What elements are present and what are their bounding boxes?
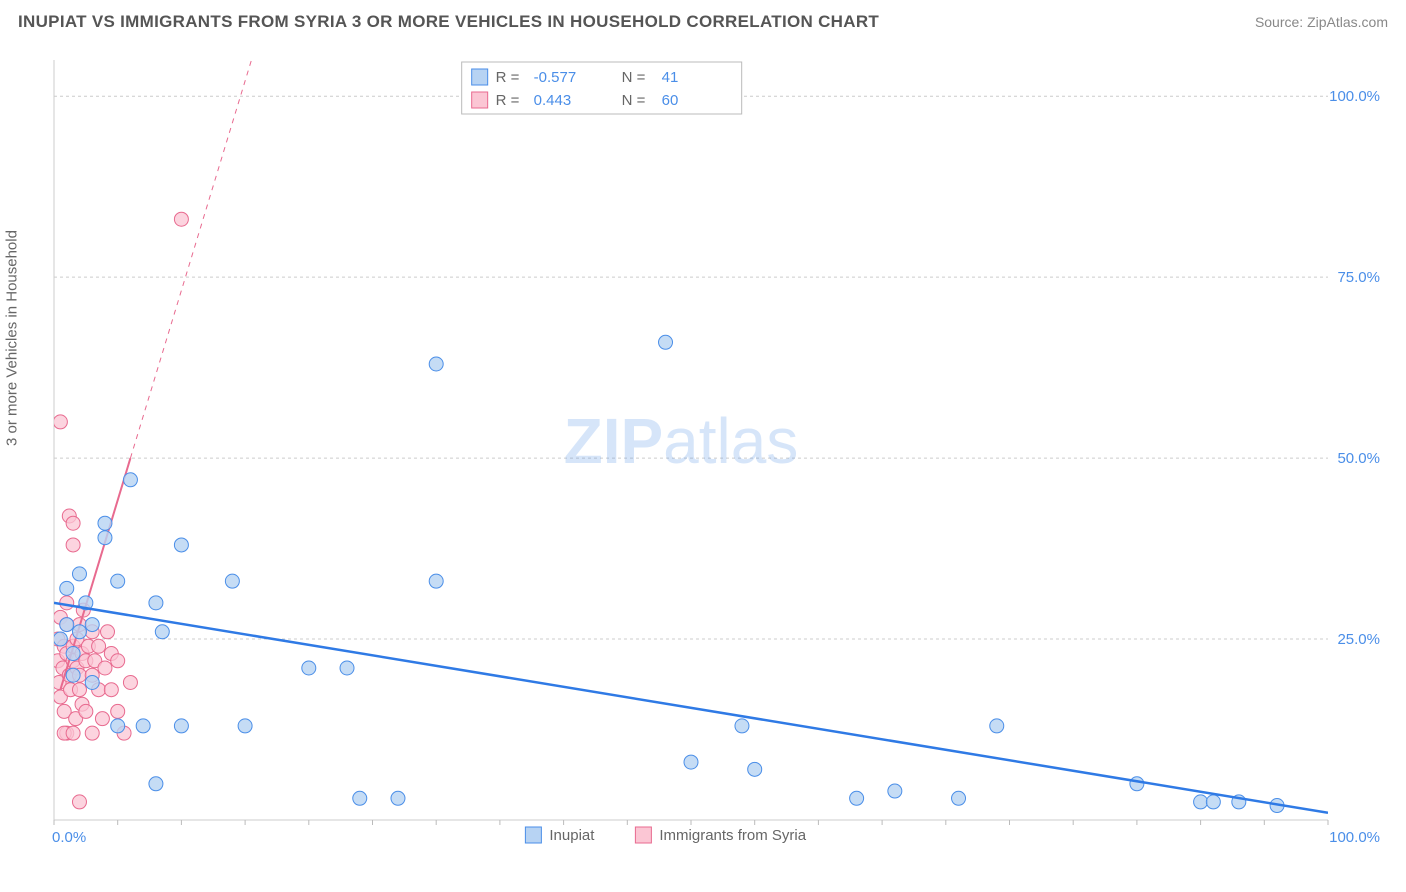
scatter-point-syria (111, 704, 125, 718)
y-axis-label: 3 or more Vehicles in Household (4, 230, 21, 446)
scatter-point-inupiat (111, 574, 125, 588)
scatter-point-syria (66, 726, 80, 740)
scatter-point-inupiat (952, 791, 966, 805)
scatter-point-syria (79, 704, 93, 718)
scatter-point-inupiat (429, 574, 443, 588)
scatter-point-syria (72, 683, 86, 697)
y-tick-label: 100.0% (1329, 88, 1380, 105)
watermark: ZIPatlas (564, 405, 799, 477)
n-value-syria: 60 (662, 92, 679, 109)
scatter-point-inupiat (149, 777, 163, 791)
scatter-point-inupiat (174, 538, 188, 552)
x-tick-label: 100.0% (1329, 829, 1380, 846)
scatter-point-syria (92, 639, 106, 653)
scatter-point-inupiat (136, 719, 150, 733)
n-label: N = (622, 69, 646, 86)
scatter-point-inupiat (66, 647, 80, 661)
scatter-point-syria (98, 661, 112, 675)
legend-swatch-syria (635, 827, 651, 843)
trend-line-syria-dashed (130, 50, 372, 458)
chart-area: 25.0% 50.0% 75.0% 100.0% 0.0% 100.0% ZIPatlas R… (50, 50, 1388, 852)
chart-title: INUPIAT VS IMMIGRANTS FROM SYRIA 3 OR MO… (18, 12, 879, 32)
scatter-point-syria (66, 538, 80, 552)
scatter-point-inupiat (1130, 777, 1144, 791)
r-value-inupiat: -0.577 (534, 69, 577, 86)
scatter-point-inupiat (225, 574, 239, 588)
n-label: N = (622, 92, 646, 109)
scatter-point-inupiat (302, 661, 316, 675)
scatter-point-inupiat (748, 762, 762, 776)
scatter-point-inupiat (123, 473, 137, 487)
legend-label-syria: Immigrants from Syria (659, 827, 806, 844)
scatter-point-syria (101, 625, 115, 639)
scatter-point-inupiat (98, 516, 112, 530)
scatter-point-inupiat (85, 618, 99, 632)
scatter-point-inupiat (1206, 795, 1220, 809)
scatter-point-syria (123, 675, 137, 689)
scatter-point-inupiat (60, 581, 74, 595)
scatter-point-inupiat (174, 719, 188, 733)
scatter-point-inupiat (735, 719, 749, 733)
trend-line-inupiat (54, 603, 1328, 813)
scatter-point-inupiat (98, 531, 112, 545)
scatter-point-syria (60, 596, 74, 610)
scatter-point-inupiat (72, 625, 86, 639)
y-tick-label: 25.0% (1337, 631, 1380, 648)
scatter-point-syria (104, 683, 118, 697)
scatter-point-inupiat (85, 675, 99, 689)
scatter-point-inupiat (353, 791, 367, 805)
scatter-point-syria (66, 516, 80, 530)
swatch-inupiat (472, 69, 488, 85)
n-value-inupiat: 41 (662, 69, 679, 86)
y-tick-label: 75.0% (1337, 269, 1380, 286)
scatter-point-syria (85, 726, 99, 740)
scatter-point-inupiat (238, 719, 252, 733)
scatter-point-inupiat (888, 784, 902, 798)
y-tick-label: 50.0% (1337, 450, 1380, 467)
scatter-point-inupiat (684, 755, 698, 769)
scatter-point-inupiat (391, 791, 405, 805)
r-label: R = (496, 69, 520, 86)
scatter-point-inupiat (990, 719, 1004, 733)
r-value-syria: 0.443 (534, 92, 572, 109)
scatter-point-inupiat (72, 567, 86, 581)
scatter-point-inupiat (149, 596, 163, 610)
legend-label-inupiat: Inupiat (549, 827, 595, 844)
scatter-point-syria (72, 795, 86, 809)
scatter-point-inupiat (850, 791, 864, 805)
scatter-point-inupiat (155, 625, 169, 639)
scatter-point-inupiat (429, 357, 443, 371)
scatter-point-inupiat (659, 335, 673, 349)
scatter-point-inupiat (340, 661, 354, 675)
scatter-point-inupiat (66, 668, 80, 682)
scatter-point-inupiat (60, 618, 74, 632)
source-attribution: Source: ZipAtlas.com (1255, 14, 1388, 30)
scatter-point-syria (95, 712, 109, 726)
legend-swatch-inupiat (525, 827, 541, 843)
scatter-point-inupiat (1194, 795, 1208, 809)
scatter-point-inupiat (53, 632, 67, 646)
swatch-syria (472, 92, 488, 108)
scatter-point-syria (174, 212, 188, 226)
scatter-point-syria (111, 654, 125, 668)
x-tick-label: 0.0% (52, 829, 86, 846)
scatter-point-syria (53, 415, 67, 429)
scatter-point-inupiat (111, 719, 125, 733)
r-label: R = (496, 92, 520, 109)
